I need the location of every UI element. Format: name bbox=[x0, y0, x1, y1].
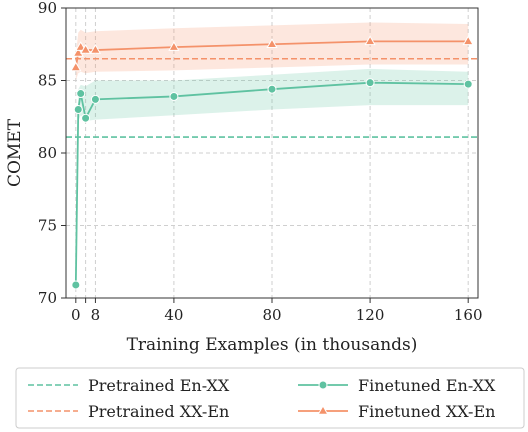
finetuned-xx-en-point bbox=[266, 38, 278, 48]
baseline-lines bbox=[66, 57, 478, 138]
confidence-bands bbox=[75, 22, 469, 285]
finetuned-xx-en-point bbox=[70, 61, 82, 72]
y-tick-label: 75 bbox=[38, 217, 57, 235]
finetuned-xx-en-legend-label: Finetuned XX-En bbox=[358, 402, 495, 421]
y-axis-label: COMET bbox=[5, 118, 25, 187]
finetuned-xx-en-point bbox=[75, 41, 87, 51]
x-tick-label: 120 bbox=[356, 306, 385, 324]
y-tick-label: 80 bbox=[38, 144, 57, 162]
axis-ticks: 0 8 40 80 120 160 70 75 80 85 90 bbox=[38, 0, 483, 324]
pretrained-en-xx-legend-label: Pretrained En-XX bbox=[88, 376, 230, 395]
finetuned-en-xx-point bbox=[71, 280, 81, 290]
pretrained-xx-en-legend-label: Pretrained XX-En bbox=[88, 402, 229, 421]
finetuned-xx-en-point bbox=[89, 44, 102, 54]
finetuned-xx-en-point bbox=[462, 35, 474, 46]
finetuned-en-xx-point bbox=[90, 94, 100, 104]
finetuned-en-xx-legend-label: Finetuned En-XX bbox=[358, 376, 496, 395]
y-tick-label: 90 bbox=[38, 0, 57, 17]
x-tick-label: 0 bbox=[71, 306, 81, 324]
finetuned-xx-en-point bbox=[168, 41, 180, 51]
y-tick-label: 85 bbox=[38, 72, 57, 90]
finetuned-en-xx-point bbox=[365, 78, 375, 88]
finetuned-en-xx-point bbox=[81, 113, 91, 123]
finetuned-en-xx-point bbox=[463, 79, 473, 89]
finetuned-xx-en-legend-marker bbox=[317, 404, 329, 415]
finetuned-xx-en-point bbox=[72, 46, 84, 57]
finetuned-en-xx-point bbox=[169, 91, 179, 101]
finetuned-en-xx-point bbox=[76, 89, 86, 99]
finetuned-en-xx-point bbox=[73, 105, 83, 114]
finetuned-en-xx-point bbox=[267, 84, 277, 94]
finetuned-en-xx-band bbox=[75, 68, 469, 285]
legend: Pretrained En-XX Pretrained XX-En Finetune… bbox=[15, 367, 525, 429]
x-tick-label: 80 bbox=[262, 306, 281, 324]
x-tick-label: 160 bbox=[454, 306, 483, 324]
legend-box bbox=[15, 367, 525, 429]
x-axis-label: Training Examples (in thousands) bbox=[127, 335, 418, 355]
series-markers bbox=[70, 35, 474, 290]
finetuned-en-xx-legend-marker bbox=[318, 380, 328, 390]
finetuned-xx-en-point bbox=[364, 35, 376, 46]
x-tick-label: 40 bbox=[164, 306, 183, 324]
finetuned-xx-en-point bbox=[80, 44, 92, 54]
y-tick-label: 70 bbox=[38, 289, 57, 307]
x-tick-label: 8 bbox=[91, 306, 101, 324]
